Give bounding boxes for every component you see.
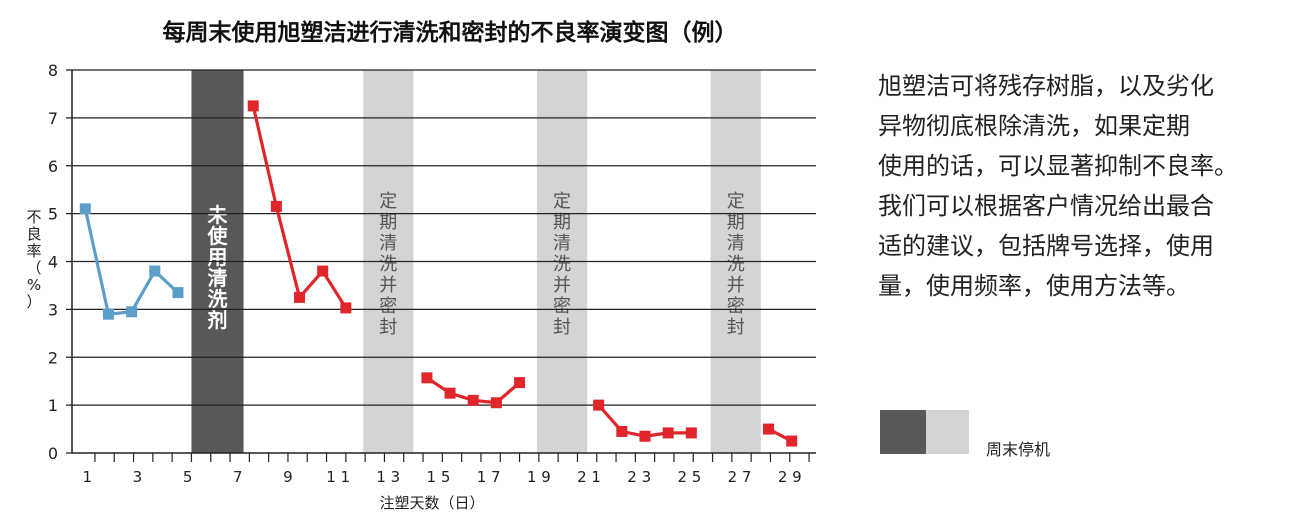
band-label: 定期清洗并密封 (379, 191, 397, 338)
x-tick-label: 9 (283, 468, 293, 486)
data-point (685, 427, 697, 439)
description-line: 量，使用频率，使用方法等。 (878, 272, 1190, 300)
data-point (294, 291, 306, 303)
band-label: 定期清洗并密封 (553, 191, 571, 338)
series-line (251, 105, 348, 309)
data-point (79, 203, 91, 215)
description-line: 适的建议，包括牌号选择，使用 (878, 232, 1214, 260)
y-tick-label: 0 (48, 444, 58, 463)
x-tick-label: 1 1 (326, 468, 350, 486)
x-tick-label: 1 (82, 468, 92, 486)
y-tick-label: 6 (48, 157, 58, 176)
data-point (444, 387, 456, 399)
x-tick-label: 2 3 (627, 468, 651, 486)
x-tick-label: 2 1 (577, 468, 601, 486)
data-point (514, 377, 526, 389)
y-tick-label: 4 (48, 253, 58, 272)
series-layer (79, 100, 798, 447)
description-line: 使用的话，可以显著抑制不良率。 (878, 152, 1238, 180)
y-tick-label: 1 (48, 396, 58, 415)
x-tick-label: 1 5 (427, 468, 451, 486)
x-tick-label: 1 3 (376, 468, 400, 486)
y-tick-label: 5 (48, 205, 58, 224)
x-tick-label: 2 5 (677, 468, 701, 486)
band-label: 未使用清洗剂 (207, 203, 229, 332)
data-point (317, 265, 329, 277)
x-axis-label: 注塑天数（日） (379, 494, 484, 512)
y-tick-label: 7 (48, 109, 58, 128)
x-tick-label: 1 7 (477, 468, 501, 486)
data-point (490, 397, 502, 409)
y-tick-label: 8 (48, 61, 58, 80)
data-point (102, 308, 114, 320)
y-axis-label: 不良率（%） (26, 208, 41, 311)
data-point (149, 265, 161, 277)
x-tick-label: 3 (133, 468, 143, 486)
data-point (616, 425, 628, 437)
data-point (786, 435, 798, 447)
data-point (247, 100, 259, 112)
band-label: 定期清洗并密封 (727, 191, 745, 338)
legend-label: 周末停机 (986, 440, 1051, 459)
data-point (763, 423, 775, 435)
y-tick-label: 2 (48, 348, 58, 367)
legend-swatch-light (926, 410, 969, 454)
x-tick-label: 2 7 (728, 468, 752, 486)
data-point (467, 394, 479, 406)
x-tick-label: 2 9 (778, 468, 802, 486)
grid-layer (72, 69, 816, 406)
chart-title: 每周末使用旭塑洁进行清洗和密封的不良率演变图（例） (163, 19, 738, 46)
data-point (126, 306, 138, 318)
description-line: 我们可以根据客户情况给出最合 (878, 192, 1214, 220)
description-line: 旭塑洁可将残存树脂，以及劣化 (878, 72, 1214, 100)
x-tick-label: 1 9 (527, 468, 551, 486)
x-tick-label: 5 (183, 468, 193, 486)
data-point (421, 372, 433, 384)
data-point (172, 287, 184, 299)
x-tick-label: 7 (233, 468, 243, 486)
data-point (662, 427, 674, 439)
description-line: 异物彻底根除清洗，如果定期 (878, 112, 1190, 140)
description-text: 旭塑洁可将残存树脂，以及劣化 异物彻底根除清洗，如果定期 使用的话，可以显著抑制… (878, 66, 1298, 306)
data-point (340, 302, 352, 314)
y-tick-label: 3 (48, 300, 58, 319)
data-point (593, 399, 605, 411)
legend-swatch-dark (880, 410, 926, 454)
data-point (270, 200, 282, 212)
data-point (639, 430, 651, 442)
